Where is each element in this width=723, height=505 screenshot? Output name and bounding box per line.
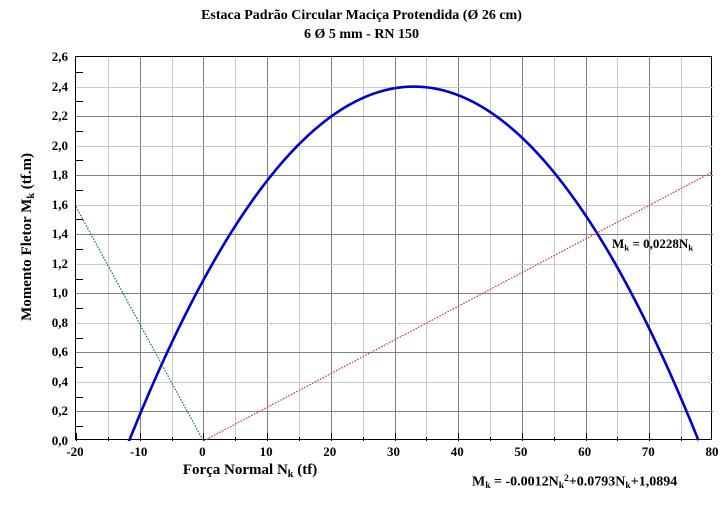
grid-layer — [76, 57, 713, 441]
parab-eq-p3: +1,0894 — [630, 474, 678, 490]
x-tick-label: 60 — [578, 444, 592, 459]
line-eq-n-sub: k — [688, 242, 694, 253]
x-tick-label: 30 — [387, 444, 400, 459]
x-tick-label: 50 — [514, 444, 528, 459]
x-axis-title: Força Normal Nk (tf) — [0, 462, 500, 480]
parab-eq-p1: = -0.0012N — [490, 474, 559, 490]
series-envelope-parabola — [127, 85, 700, 441]
data-layer — [76, 85, 713, 441]
line-eq-body: = 0,0228N — [629, 236, 689, 251]
x-tick-label: -20 — [66, 444, 84, 459]
chart-subtitle: 6 Ø 5 mm - RN 150 — [303, 27, 420, 42]
x-axis-title-unit: (tf) — [293, 462, 318, 478]
parab-eq-n2-sub: k — [625, 480, 631, 491]
x-tick-label: 10 — [259, 444, 273, 459]
y-tick-label: 2,0 — [51, 137, 68, 153]
x-axis-title-sub: k — [287, 468, 294, 480]
parab-eq-m: M — [472, 474, 486, 490]
chart-title: Estaca Padrão Circular Maciça Protendida… — [201, 8, 522, 23]
y-tick-label: 1,8 — [51, 167, 68, 183]
parab-eq-n1-sub: k — [558, 480, 565, 491]
series-load-eccentricity-line — [203, 171, 713, 441]
y-tick-label: 0,0 — [51, 433, 68, 448]
y-tick-label: 1,2 — [51, 255, 68, 271]
y-tick-label: 1,4 — [51, 226, 68, 242]
line-eq-m: M — [612, 236, 625, 251]
y-tick-label: 1,6 — [51, 196, 68, 212]
parabola-equation-annotation: Mk = -0.0012Nk2+0.0793Nk+1,0894 — [472, 474, 677, 491]
x-tick-label: 0 — [199, 444, 206, 459]
line-equation-annotation: Mk = 0,0228Nk — [612, 236, 693, 252]
y-tick-label: 2,6 — [51, 49, 68, 64]
x-tick-label: -10 — [130, 444, 148, 459]
x-axis-title-text: Força Normal N — [182, 462, 288, 478]
chart-title-block: Estaca Padrão Circular Maciça Protendida… — [0, 6, 723, 44]
y-tick-label: 0,6 — [51, 344, 68, 360]
parab-eq-m-sub: k — [485, 480, 491, 491]
y-tick-label: 1,0 — [51, 285, 68, 301]
plot-area — [75, 56, 713, 441]
x-tick-label: 40 — [450, 444, 464, 459]
y-tick-label: 0,4 — [51, 373, 68, 389]
y-axis-title-text: Momento Fletor M — [19, 198, 36, 321]
x-tick-label: 70 — [641, 444, 655, 459]
y-tick-label: 0,8 — [51, 314, 68, 330]
y-tick-label: 2,2 — [51, 108, 68, 124]
y-tick-label: 0,2 — [51, 403, 68, 419]
y-tick-label: 2,4 — [51, 78, 68, 94]
y-axis-title: Momento Fletor Mk (tf.m) — [19, 117, 37, 357]
y-axis-title-unit: (tf.m) — [19, 153, 36, 193]
series-tension-line — [76, 206, 204, 441]
parab-eq-exp: 2 — [564, 474, 569, 484]
x-tick-label: 80 — [705, 444, 719, 459]
parab-eq-p2: +0.0793N — [568, 474, 626, 490]
line-eq-m-sub: k — [624, 242, 630, 253]
y-axis-title-sub: k — [25, 192, 37, 199]
x-tick-label: 20 — [323, 444, 337, 459]
